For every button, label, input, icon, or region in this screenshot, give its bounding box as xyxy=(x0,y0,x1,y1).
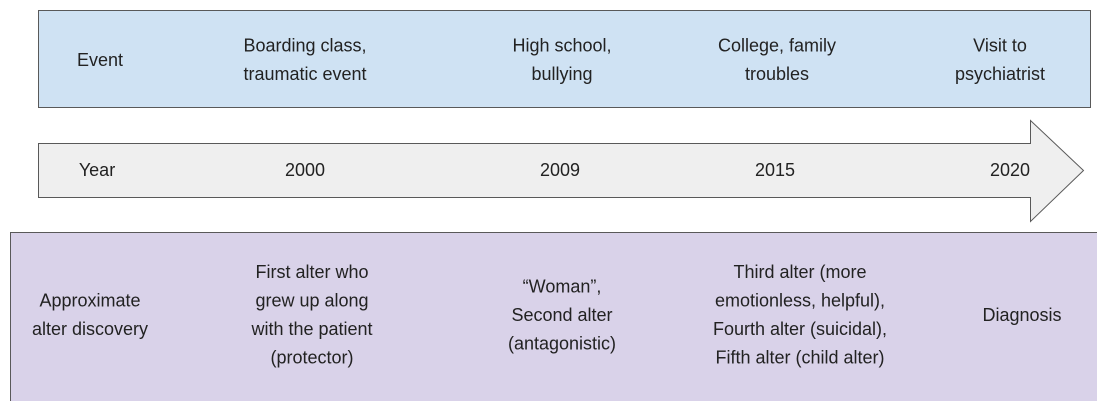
row-label: Approximate xyxy=(39,291,140,311)
cell-text: Boarding class, xyxy=(243,36,366,56)
alter-band xyxy=(10,232,1097,401)
cell-text: psychiatrist xyxy=(955,64,1045,84)
cell-text: College, family xyxy=(718,36,836,56)
cell-text: traumatic event xyxy=(243,64,366,84)
cell-text: emotionless, helpful), xyxy=(715,291,885,311)
cell-text: 2020 xyxy=(990,160,1030,180)
cell-text: grew up along xyxy=(255,291,368,311)
cell-text: Fourth alter (suicidal), xyxy=(713,319,887,339)
cell-text: First alter who xyxy=(255,262,368,282)
cell-text: with the patient xyxy=(250,319,372,339)
row-label: Event xyxy=(77,50,123,70)
cell-text: (protector) xyxy=(270,348,353,368)
cell-text: Diagnosis xyxy=(982,305,1061,325)
cell-text: bullying xyxy=(531,64,592,84)
row-label: alter discovery xyxy=(32,319,148,339)
cell-text: (antagonistic) xyxy=(508,333,616,353)
cell-text: Third alter (more xyxy=(733,262,866,282)
event-band xyxy=(38,10,1091,108)
cell-text: troubles xyxy=(745,64,809,84)
cell-text: 2015 xyxy=(755,160,795,180)
cell-text: “Woman”, xyxy=(523,276,602,296)
row-label: Year xyxy=(79,160,115,180)
cell-text: Visit to xyxy=(973,36,1027,56)
cell-text: 2000 xyxy=(285,160,325,180)
year-arrow xyxy=(38,119,1085,223)
cell-text: 2009 xyxy=(540,160,580,180)
cell-text: Second alter xyxy=(511,305,612,325)
cell-text: High school, xyxy=(512,36,611,56)
cell-text: Fifth alter (child alter) xyxy=(715,348,884,368)
